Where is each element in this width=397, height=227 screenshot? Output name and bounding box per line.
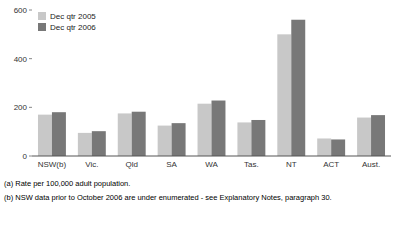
tick-label: ACT — [323, 160, 339, 169]
tick-label: WA — [205, 160, 218, 169]
tick-label: Tas. — [244, 160, 259, 169]
tick-mark — [29, 10, 32, 11]
legend-swatch — [38, 23, 46, 31]
tick-label: 600 — [14, 6, 28, 15]
bar — [38, 115, 52, 156]
tick-label: 200 — [14, 103, 28, 112]
tick-label: SA — [166, 160, 177, 169]
bar — [277, 34, 291, 156]
bar — [357, 118, 371, 156]
bar — [132, 112, 146, 156]
bar — [237, 122, 251, 156]
bar — [198, 104, 212, 156]
bar — [118, 113, 132, 156]
bar — [291, 20, 305, 156]
tick-label: Aust. — [362, 160, 380, 169]
tick-label: NSW(b) — [38, 160, 67, 169]
x-axis: NSW(b) Vic. Qld SA WA Tas. NT ACT Aust. — [32, 156, 391, 169]
bar — [78, 133, 92, 156]
legend-label: Dec qtr 2005 — [50, 12, 96, 21]
bar — [212, 101, 226, 156]
bars — [38, 20, 385, 156]
tick-mark — [29, 156, 32, 157]
chart: 0 200 400 600 NSW(b) Vic. Qld SA WA Tas. NT ACT Aust… — [0, 0, 397, 227]
y-axis: 0 200 400 600 — [14, 6, 32, 161]
legend-swatch — [38, 12, 46, 20]
legend: Dec qtr 2005 Dec qtr 2006 — [38, 12, 96, 32]
footnote: (b) NSW data prior to October 2006 are u… — [4, 193, 332, 202]
bar — [158, 126, 172, 156]
bar — [317, 138, 331, 156]
bar — [52, 112, 66, 156]
tick-label: 400 — [14, 55, 28, 64]
axis-line — [32, 156, 391, 157]
legend-label: Dec qtr 2006 — [50, 23, 96, 32]
tick-label: NT — [286, 160, 297, 169]
footnote: (a) Rate per 100,000 adult population. — [4, 179, 130, 188]
tick-label: Qld — [125, 160, 137, 169]
tick-label: Vic. — [85, 160, 98, 169]
bar — [92, 131, 106, 156]
tick-label: 0 — [23, 152, 28, 161]
bar — [371, 115, 385, 156]
bar — [331, 139, 345, 156]
bar — [251, 120, 265, 156]
tick-mark — [29, 107, 32, 108]
bar — [172, 123, 186, 156]
tick-mark — [29, 58, 32, 59]
